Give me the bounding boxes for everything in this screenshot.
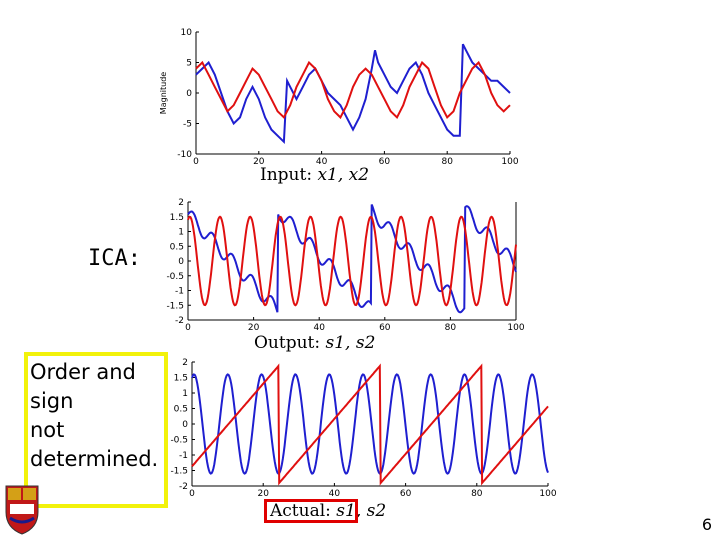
caption-word: Output: — [254, 333, 321, 353]
x-tick-label: 100 — [501, 157, 518, 167]
y-tick-label: 0.5 — [170, 242, 184, 252]
x-tick-label: 80 — [441, 157, 453, 167]
x-tick-label: 0 — [193, 157, 199, 167]
x-tick-label: 40 — [329, 489, 341, 499]
series-line — [191, 373, 549, 475]
x-tick-label: 40 — [316, 157, 328, 167]
series-line — [191, 363, 549, 486]
x-tick-label: 80 — [471, 489, 483, 499]
series-line — [187, 204, 517, 314]
x-tick-label: 20 — [257, 489, 269, 499]
page-number: 6 — [701, 515, 712, 534]
note-box — [24, 352, 168, 508]
series-line — [187, 215, 517, 307]
actual-highlight-box — [264, 499, 358, 523]
actual-chart: 0 20 40 60 80 100 2 1.5 1 0.5 0 -0.5 -1 -1.5 -2 — [170, 358, 556, 499]
y-tick-label: -1.5 — [170, 467, 188, 477]
y-tick-label: -2 — [179, 482, 188, 492]
y-tick-label: -5 — [183, 120, 192, 130]
series-line — [195, 60, 511, 120]
caption-vars: x1, x2 — [317, 165, 370, 185]
x-tick-label: 100 — [539, 489, 556, 499]
note-text: Order and sign not determined. — [30, 358, 170, 474]
y-tick-label: -1 — [175, 287, 184, 297]
x-tick-label: 0 — [185, 323, 191, 333]
x-tick-label: 100 — [507, 323, 524, 333]
y-tick-label: 5 — [186, 59, 192, 69]
y-tick-label: -2 — [175, 316, 184, 326]
x-tick-label: 0 — [189, 489, 195, 499]
caption-vars: s1, s2 — [325, 333, 376, 353]
output-caption: Output: s1, s2 — [254, 333, 375, 353]
y-tick-label: 0.5 — [174, 405, 188, 415]
y-tick-label: 0 — [182, 420, 188, 430]
y-tick-label: -0.5 — [166, 272, 184, 282]
caption-vars: s1, s2 — [336, 501, 387, 521]
x-tick-label: 80 — [445, 323, 457, 333]
y-tick-label: 1 — [182, 389, 188, 399]
x-tick-label: 20 — [253, 157, 265, 167]
x-tick-label: 60 — [379, 323, 391, 333]
input-caption: Input: x1, x2 — [260, 165, 369, 185]
y-tick-label: -0.5 — [170, 436, 188, 446]
y-tick-label: 1 — [178, 228, 184, 238]
y-tick-label: 10 — [181, 28, 193, 38]
y-tick-label: 1.5 — [170, 213, 184, 223]
x-tick-label: 60 — [400, 489, 412, 499]
note-line: Order and — [30, 360, 136, 384]
y-tick-label: 2 — [178, 198, 184, 208]
series-line — [195, 43, 511, 145]
y-tick-label: -1 — [179, 451, 188, 461]
y-axis-label: Magnitude — [159, 72, 168, 114]
y-tick-label: -1.5 — [166, 301, 184, 311]
y-tick-label: 0 — [186, 89, 192, 99]
actual-caption: Actual: s1, s2 — [270, 501, 386, 521]
note-line: sign — [30, 389, 74, 413]
input-chart: 0 20 40 60 80 100 10 5 0 -5 -10 Magnitude — [159, 28, 519, 167]
note-line: determined. — [30, 447, 159, 471]
caption-word: Input: — [260, 165, 313, 185]
ica-label: ICA: — [88, 246, 141, 271]
x-tick-label: 60 — [379, 157, 391, 167]
y-tick-label: -10 — [177, 150, 192, 160]
x-tick-label: 20 — [248, 323, 260, 333]
note-line: not — [30, 418, 65, 442]
output-chart: 0 20 40 60 80 100 2 1.5 1 0.5 0 -0.5 -1 -1.5 -2 — [166, 198, 524, 333]
x-tick-label: 40 — [313, 323, 325, 333]
y-tick-label: 2 — [182, 358, 188, 368]
y-tick-label: 1.5 — [174, 374, 188, 384]
y-tick-label: 0 — [178, 257, 184, 267]
caption-word: Actual: — [270, 501, 331, 521]
university-crest-logo — [5, 485, 39, 535]
